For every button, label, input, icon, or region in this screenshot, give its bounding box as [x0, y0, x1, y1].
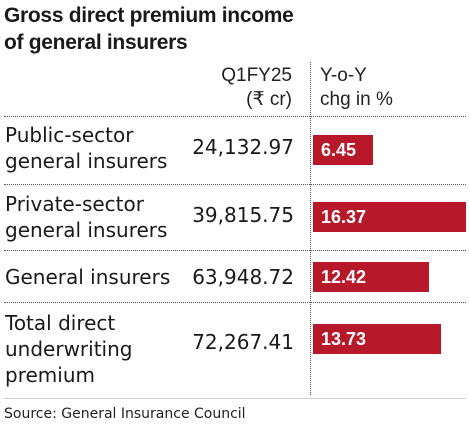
footer-rule — [4, 398, 466, 399]
column-header-yoy: Y-o-Y chg in % — [320, 64, 393, 112]
row-label-line: underwriting — [5, 337, 133, 361]
title-line-2: of general insurers — [4, 31, 188, 54]
chart-title: Gross direct premium income of general i… — [4, 2, 364, 56]
bar-value-label: 6.45 — [321, 140, 357, 160]
bar-value-label: 16.37 — [321, 207, 367, 227]
row-label-line: Private-sector — [5, 192, 144, 216]
row-label-general-insurers: General insurers — [5, 264, 170, 290]
row-label-line: general insurers — [5, 149, 168, 173]
row-divider — [4, 184, 466, 185]
premium-value: 63,948.72 — [192, 265, 294, 289]
bar-value-label: 12.42 — [321, 267, 367, 287]
column-header-premium: Q1FY25 (₹ cr) — [221, 64, 292, 112]
column-divider — [310, 62, 311, 395]
column-header-premium-line-2: (₹ cr) — [246, 89, 292, 110]
premium-value: 72,267.41 — [192, 330, 294, 354]
bar-total-direct — [313, 324, 442, 354]
row-label-total-direct: Total direct underwriting premium — [5, 310, 132, 388]
row-label-line: Total direct — [5, 311, 116, 335]
bar-general-insurers — [313, 262, 430, 292]
column-header-premium-line-1: Q1FY25 — [221, 65, 292, 86]
row-divider — [4, 250, 466, 251]
bar-value-label: 13.73 — [321, 329, 367, 349]
row-label-public-sector: Public-sector general insurers — [5, 122, 167, 174]
row-label-line: Public-sector — [5, 123, 134, 147]
row-label-private-sector: Private-sector general insurers — [5, 191, 167, 243]
row-divider — [4, 302, 466, 303]
column-header-yoy-line-1: Y-o-Y — [320, 65, 367, 86]
row-divider — [4, 116, 466, 117]
row-label-line: general insurers — [5, 218, 168, 242]
column-header-yoy-line-2: chg in % — [320, 89, 393, 110]
bar-private-sector — [313, 202, 466, 232]
bar-public-sector — [313, 135, 374, 165]
row-label-line: General insurers — [5, 265, 171, 289]
premium-value: 39,815.75 — [192, 203, 294, 227]
source-note: Source: General Insurance Council — [4, 406, 246, 422]
row-label-line: premium — [5, 363, 95, 387]
premium-value: 24,132.97 — [192, 135, 294, 159]
title-line-1: Gross direct premium income — [4, 4, 294, 27]
